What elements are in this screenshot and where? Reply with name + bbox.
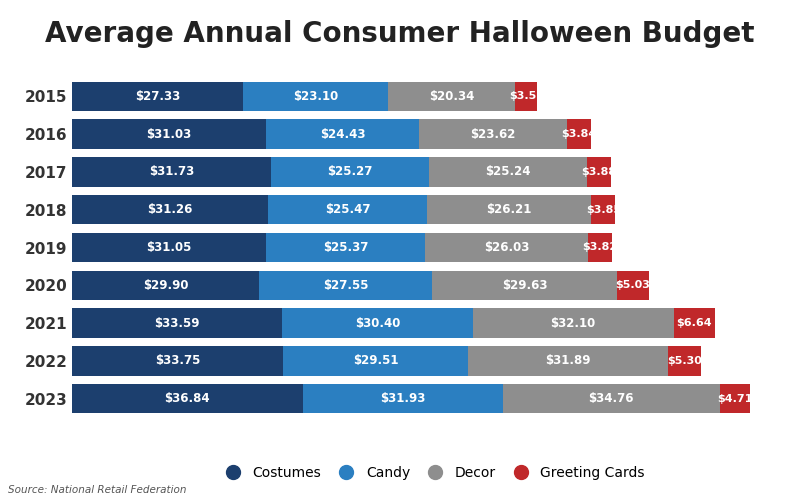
Legend: Costumes, Candy, Decor, Greeting Cards: Costumes, Candy, Decor, Greeting Cards [214,460,650,485]
Bar [72,270,259,300]
Bar [426,233,588,262]
Text: $33.59: $33.59 [154,316,200,330]
Bar [72,384,302,414]
Bar [282,308,473,338]
Bar [72,82,243,111]
Bar [243,82,388,111]
Text: $25.27: $25.27 [327,166,373,178]
Text: $36.84: $36.84 [165,392,210,405]
Bar [567,120,591,149]
Bar [429,157,587,186]
Text: $27.55: $27.55 [322,279,368,292]
Text: $6.64: $6.64 [677,318,712,328]
Bar [259,270,432,300]
Bar [617,270,649,300]
Text: $24.43: $24.43 [320,128,366,140]
Text: $29.90: $29.90 [143,279,188,292]
Bar [302,384,502,414]
Bar [72,120,266,149]
Text: $3.57: $3.57 [509,92,544,102]
Bar [388,82,515,111]
Bar [268,195,427,224]
Bar [591,195,615,224]
Text: $27.33: $27.33 [135,90,180,103]
Text: $25.47: $25.47 [325,203,370,216]
Text: Average Annual Consumer Halloween Budget: Average Annual Consumer Halloween Budget [46,20,754,48]
Text: $4.71: $4.71 [718,394,753,404]
Bar [266,120,419,149]
Text: $29.63: $29.63 [502,279,547,292]
Bar [72,346,283,376]
Text: $31.03: $31.03 [146,128,192,140]
Bar [473,308,674,338]
Bar [674,308,715,338]
Text: $30.40: $30.40 [354,316,400,330]
Bar [270,157,429,186]
Text: $5.30: $5.30 [667,356,702,366]
Text: $3.85: $3.85 [586,204,621,214]
Bar [72,157,270,186]
Text: $34.76: $34.76 [589,392,634,405]
Text: $3.88: $3.88 [582,167,617,177]
Text: $20.34: $20.34 [429,90,474,103]
Text: $26.21: $26.21 [486,203,532,216]
Text: $32.10: $32.10 [550,316,596,330]
Bar [515,82,538,111]
Text: $33.75: $33.75 [155,354,200,368]
Text: $31.73: $31.73 [149,166,194,178]
Bar [72,195,268,224]
Text: $31.89: $31.89 [545,354,590,368]
Text: $26.03: $26.03 [484,241,530,254]
Bar [502,384,720,414]
Text: $23.62: $23.62 [470,128,516,140]
Bar [588,233,612,262]
Text: $31.05: $31.05 [146,241,192,254]
Bar [427,195,591,224]
Bar [468,346,668,376]
Bar [266,233,426,262]
Bar [72,308,282,338]
Bar [720,384,750,414]
Text: $3.84: $3.84 [562,129,597,139]
Bar [72,233,266,262]
Text: $23.10: $23.10 [293,90,338,103]
Bar [668,346,701,376]
Text: Source: National Retail Federation: Source: National Retail Federation [8,485,186,495]
Text: $31.93: $31.93 [380,392,426,405]
Text: $3.82: $3.82 [582,242,618,252]
Text: $31.26: $31.26 [147,203,193,216]
Text: $5.03: $5.03 [615,280,650,290]
Bar [432,270,617,300]
Text: $29.51: $29.51 [353,354,398,368]
Bar [419,120,567,149]
Bar [587,157,611,186]
Text: $25.24: $25.24 [485,166,530,178]
Bar [283,346,468,376]
Text: $25.37: $25.37 [323,241,369,254]
